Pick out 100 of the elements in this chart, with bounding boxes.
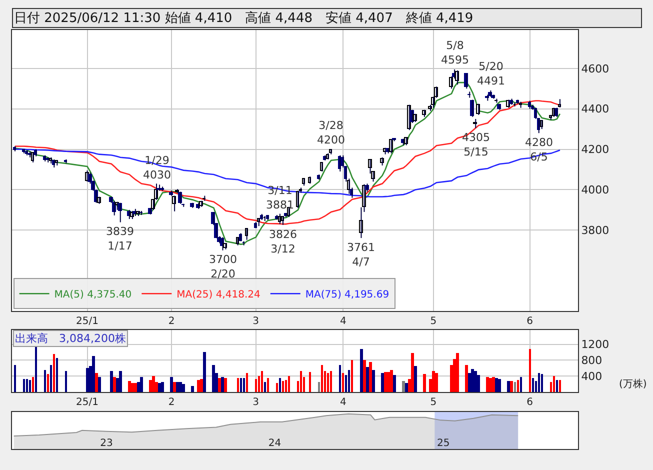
legend-label: MA(75) 4,195.69: [305, 290, 390, 301]
bar: [348, 370, 350, 392]
bar: [98, 377, 101, 392]
bar: [318, 382, 320, 392]
bar: [176, 382, 179, 392]
y-tick-label: 4000: [581, 184, 610, 197]
bar: [498, 379, 501, 392]
bar: [414, 366, 417, 392]
x-tick-label: 25/1: [76, 316, 99, 327]
bar: [261, 371, 263, 392]
bar: [559, 380, 561, 392]
bar: [309, 372, 311, 392]
bar: [224, 378, 227, 392]
bar: [152, 376, 155, 392]
bar: [372, 370, 375, 392]
bar: [363, 360, 366, 392]
bar: [29, 380, 31, 392]
bar: [221, 377, 224, 392]
annotation: 1/29 4030: [143, 154, 171, 182]
bar: [53, 354, 55, 392]
y-tick-label: 4400: [581, 102, 610, 116]
bar: [191, 386, 194, 392]
bar: [44, 370, 46, 392]
annotation: 5/20 4491: [477, 60, 505, 88]
bar: [366, 367, 369, 392]
legend-label: MA(25) 4,418.24: [176, 290, 260, 301]
bar: [279, 378, 281, 392]
bar: [110, 371, 113, 392]
bar: [384, 372, 387, 392]
bar: [246, 373, 248, 392]
bar: [92, 356, 95, 392]
bar: [390, 370, 393, 392]
bar: [173, 382, 176, 392]
annotation: 3826 3/12: [269, 228, 297, 256]
bar: [32, 377, 34, 392]
y-tick-label: 1200: [581, 338, 610, 352]
bar: [532, 378, 534, 392]
bar: [140, 377, 143, 392]
bar: [520, 377, 522, 392]
x-tick-label: 6: [526, 397, 534, 408]
x-tick-label: 4: [340, 397, 346, 408]
annotation: 3761 4/7: [347, 241, 375, 268]
bar: [285, 380, 287, 392]
bar: [50, 365, 52, 392]
annotation: 出来高 3,084,200株: [15, 332, 126, 345]
bar: [65, 371, 67, 392]
bar: [203, 352, 206, 392]
bar: [161, 382, 164, 392]
chart-title: 日付 2025/06/12 11:30 始値 4,410 高値 4,448 安値 4,407 終値 4,419: [14, 10, 474, 26]
bar: [507, 381, 510, 392]
y-axis-title: (万株): [619, 378, 647, 390]
bar: [360, 349, 363, 392]
y-tick-label: 4600: [581, 62, 610, 76]
bar: [402, 381, 405, 392]
x-tick-label: 2: [168, 397, 175, 408]
x-tick-label: 25: [437, 438, 450, 449]
bar: [456, 353, 459, 392]
bar: [282, 381, 284, 392]
bar: [423, 374, 426, 392]
annotation: 4305 5/15: [462, 131, 490, 158]
bar: [212, 365, 215, 392]
x-tick-label: 2: [168, 316, 175, 327]
bar: [330, 371, 332, 392]
bar: [170, 377, 173, 392]
bar: [86, 368, 89, 392]
bar: [556, 380, 558, 392]
bar: [492, 377, 495, 392]
bar: [393, 375, 396, 392]
bar: [486, 377, 489, 392]
x-tick-label: 5: [430, 316, 437, 327]
bar: [465, 365, 468, 392]
x-tick-label: 6: [526, 316, 534, 327]
annotation: 3839 1/17: [106, 225, 134, 252]
line-series: [14, 100, 561, 225]
bar: [468, 373, 471, 392]
bar: [432, 371, 435, 392]
bar: [351, 360, 353, 392]
annotation: 3700 2/20: [209, 253, 237, 280]
bar: [95, 373, 98, 392]
bar: [128, 381, 131, 392]
x-tick-label: 5: [430, 397, 437, 408]
bar: [276, 383, 278, 392]
bar: [510, 381, 513, 392]
y-tick-label: 3800: [581, 224, 610, 237]
bar: [267, 378, 269, 392]
y-tick-label: 800: [581, 354, 602, 368]
bar: [56, 358, 58, 392]
x-tick-label: 25/1: [76, 397, 99, 408]
bar: [405, 383, 408, 392]
bar: [255, 379, 257, 392]
x-tick-label: 3: [252, 397, 260, 408]
bar: [327, 373, 329, 392]
bar: [218, 378, 221, 392]
bar: [342, 373, 344, 392]
annotation: 3/28 4200: [317, 119, 345, 146]
bar: [23, 379, 25, 392]
bar: [200, 379, 203, 392]
bar: [321, 365, 323, 392]
annotation: 5/8 4595: [441, 39, 469, 66]
bar: [300, 371, 302, 392]
